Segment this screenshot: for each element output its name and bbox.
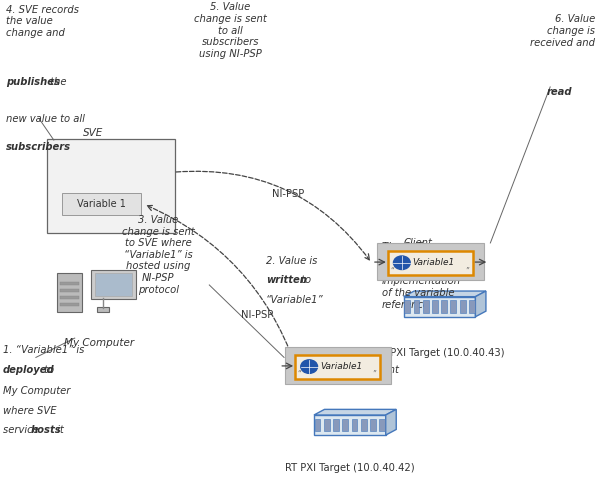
FancyBboxPatch shape: [47, 139, 175, 233]
Text: “: “: [298, 370, 301, 379]
Text: to: to: [41, 365, 54, 375]
Bar: [60, 283, 79, 285]
Text: SVE: SVE: [83, 128, 103, 138]
Polygon shape: [475, 291, 486, 317]
Text: My Computer: My Computer: [63, 338, 134, 348]
Text: 1. “Variable1” is: 1. “Variable1” is: [3, 345, 84, 355]
Text: to: to: [298, 275, 311, 285]
Text: 6. Value
change is
received and: 6. Value change is received and: [530, 14, 595, 48]
FancyBboxPatch shape: [97, 307, 109, 313]
Bar: [441, 300, 447, 313]
Bar: [60, 303, 79, 306]
Bar: [361, 419, 367, 431]
Polygon shape: [314, 410, 396, 415]
Text: read: read: [547, 87, 572, 97]
Text: 5. Value
change is sent
to all
subscribers
using NI-PSP: 5. Value change is sent to all subscribe…: [194, 2, 267, 59]
Text: 4. SVE records
the value
change and: 4. SVE records the value change and: [6, 5, 79, 38]
Text: hosts: hosts: [30, 425, 61, 435]
Polygon shape: [386, 410, 396, 435]
Text: 3. Value
change is sent
to SVE where
“Variable1” is
hosted using
NI-PSP
protocol: 3. Value change is sent to SVE where “Va…: [122, 215, 195, 295]
Circle shape: [301, 360, 318, 373]
Bar: [60, 289, 79, 292]
Text: RT PXI Target (10.0.40.43): RT PXI Target (10.0.40.43): [375, 348, 504, 358]
Text: where SVE: where SVE: [3, 406, 57, 416]
Bar: [333, 419, 339, 431]
FancyBboxPatch shape: [91, 270, 136, 299]
Bar: [60, 296, 79, 299]
Text: NI-PSP: NI-PSP: [272, 189, 304, 199]
Text: “Variable1”: “Variable1”: [266, 295, 324, 305]
Text: ”: ”: [373, 370, 376, 379]
Polygon shape: [314, 415, 386, 435]
FancyBboxPatch shape: [377, 243, 484, 280]
Text: Client: Client: [371, 365, 399, 375]
Text: “: “: [390, 267, 394, 275]
Bar: [414, 300, 419, 313]
FancyBboxPatch shape: [62, 193, 141, 215]
FancyBboxPatch shape: [57, 273, 82, 313]
Bar: [324, 419, 329, 431]
Text: subscribers: subscribers: [6, 142, 71, 153]
Text: The SVE
“client” is part
of the internal
implementation
of the variable
referenc: The SVE “client” is part of the internal…: [382, 242, 460, 310]
Text: new value to all: new value to all: [6, 114, 85, 124]
Bar: [315, 419, 321, 431]
Text: deployed: deployed: [3, 365, 54, 375]
Text: service: service: [3, 425, 42, 435]
Polygon shape: [404, 297, 475, 317]
Text: Variable 1: Variable 1: [77, 199, 126, 209]
Bar: [460, 300, 465, 313]
Text: the: the: [47, 77, 66, 87]
Bar: [404, 300, 410, 313]
FancyBboxPatch shape: [285, 347, 391, 384]
Bar: [379, 419, 385, 431]
Text: Variable1: Variable1: [413, 258, 455, 267]
Bar: [469, 300, 475, 313]
Bar: [432, 300, 438, 313]
FancyBboxPatch shape: [96, 273, 132, 296]
Circle shape: [393, 256, 410, 270]
Polygon shape: [404, 291, 486, 297]
Text: written: written: [266, 275, 307, 285]
Text: ”: ”: [465, 267, 469, 275]
Text: Variable1: Variable1: [320, 362, 362, 370]
Bar: [352, 419, 358, 431]
Bar: [342, 419, 348, 431]
Text: My Computer: My Computer: [3, 386, 71, 397]
Text: RT PXI Target (10.0.40.42): RT PXI Target (10.0.40.42): [285, 463, 414, 473]
Text: publishes: publishes: [6, 77, 60, 87]
Bar: [423, 300, 429, 313]
Text: it: it: [54, 425, 64, 435]
FancyBboxPatch shape: [295, 355, 380, 379]
Text: NI-PSP: NI-PSP: [241, 310, 273, 320]
Text: 2. Value is: 2. Value is: [266, 256, 318, 266]
Text: Client: Client: [404, 238, 432, 248]
Bar: [370, 419, 376, 431]
Bar: [450, 300, 456, 313]
FancyBboxPatch shape: [388, 251, 473, 275]
